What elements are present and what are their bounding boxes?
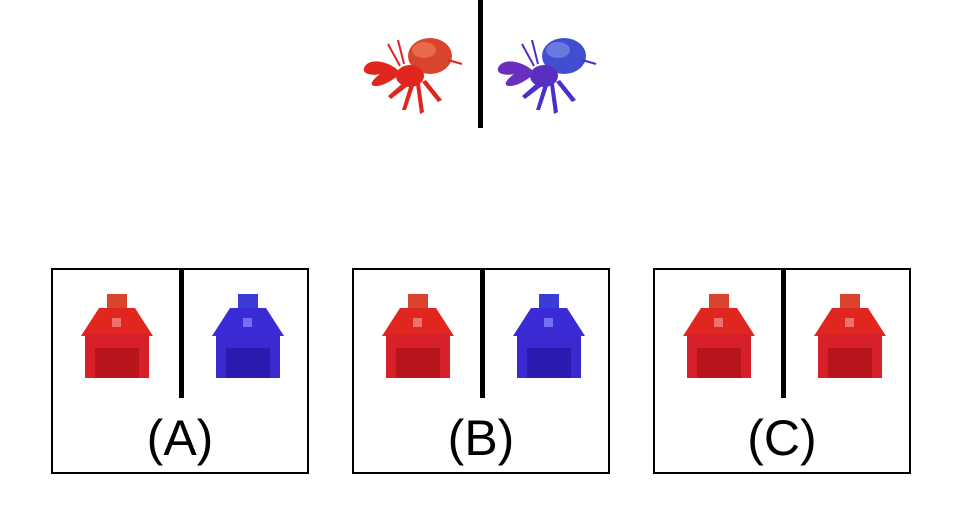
red-barn-icon (814, 294, 886, 378)
option-label: (A) (146, 410, 214, 466)
red-barn-icon (81, 294, 153, 378)
top-divider (478, 0, 483, 128)
blue-barn-icon (513, 294, 585, 378)
option-label: (C) (747, 410, 817, 466)
option-divider (480, 270, 485, 398)
option-divider (179, 270, 184, 398)
option-a[interactable]: (A) (51, 268, 309, 474)
option-b[interactable]: (B) (352, 268, 610, 474)
red-hermit-crab-icon (363, 38, 463, 114)
blue-hermit-crab-icon (497, 38, 597, 114)
option-divider (781, 270, 786, 398)
blue-barn-icon (212, 294, 284, 378)
option-c[interactable]: (C) (653, 268, 911, 474)
red-barn-icon (382, 294, 454, 378)
red-barn-icon (683, 294, 755, 378)
option-label: (B) (447, 410, 515, 466)
